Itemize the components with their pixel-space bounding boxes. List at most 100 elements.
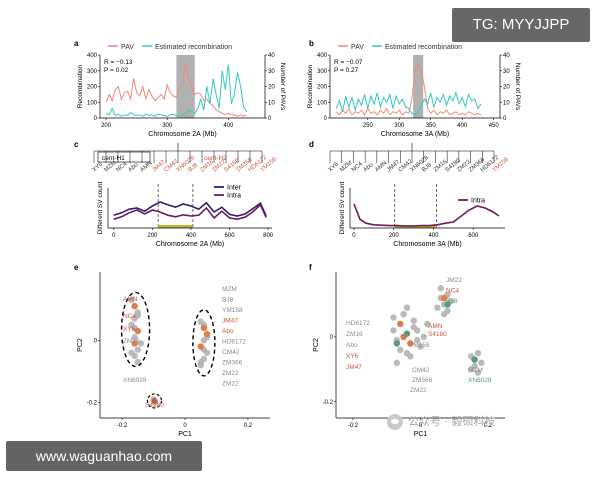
y-axis-title: Different SV count: [97, 181, 104, 234]
series-line-intra: [353, 203, 500, 227]
data-point-highlight: [393, 340, 401, 347]
point-label: BJ8: [446, 298, 458, 305]
x-tick-label: 350: [426, 123, 437, 129]
point-label: ZM22: [222, 381, 239, 388]
point-label: ZM16: [346, 331, 363, 338]
data-point: [413, 327, 421, 334]
data-point: [417, 343, 424, 350]
legend-label-intra: Intra: [227, 193, 241, 200]
stat-p: P = 0.02: [104, 67, 129, 74]
y-tick-label: 300: [87, 69, 98, 75]
x-tick-label: 450: [489, 123, 500, 129]
y-tick-label: 200: [87, 85, 98, 91]
point-label: CM42: [412, 367, 430, 374]
x-axis-title: PC1: [178, 431, 192, 438]
x-tick-label: 300: [394, 123, 405, 129]
panel-b-label: b: [309, 39, 314, 48]
x-axis-title: Chromosome 2A (Mb): [156, 241, 224, 248]
data-point: [197, 358, 204, 366]
point-label: ZM366: [222, 360, 243, 367]
y2-tick-label: 10: [268, 100, 275, 106]
y-axis-title: Recombination: [77, 64, 84, 108]
panel-e-label: e: [74, 263, 79, 272]
y-tick-label: 400: [317, 53, 328, 59]
y-tick-label: 400: [87, 53, 98, 59]
tree-leaf-label: MZM: [339, 160, 353, 173]
y-tick-label: 100: [87, 100, 98, 106]
y-tick-label: 200: [317, 85, 328, 91]
point-label: Abo: [346, 342, 358, 349]
data-point-highlight: [471, 356, 478, 363]
x-axis-title: Chromosome 2A (Mb): [148, 131, 216, 138]
cent-h1-label: cent-H1: [102, 155, 125, 162]
y2-axis-title: Number of PAVs: [279, 63, 286, 111]
legend-label-recombination: Estimated recombination: [385, 44, 462, 51]
point-label: MZM: [222, 286, 237, 293]
series-line-pav: [335, 63, 482, 116]
data-point: [134, 358, 141, 366]
x-axis-title: PC1: [414, 431, 428, 438]
data-point: [444, 307, 451, 315]
y2-tick-label: 20: [268, 85, 275, 91]
y-tick-label: -0.2: [87, 400, 98, 406]
tree-leaf-label: XY6: [327, 161, 340, 173]
x-tick-label: 200: [101, 123, 112, 129]
x-tick-label: 0: [352, 233, 356, 239]
y-tick-label: 0: [324, 116, 328, 122]
tree-leaf-label: XY6: [91, 161, 104, 173]
y2-tick-label: 10: [503, 100, 510, 106]
cent-h1-box: [97, 151, 151, 163]
x-tick-label: 400: [186, 233, 197, 239]
centromere-region: [176, 55, 195, 118]
data-point-highlight: [397, 320, 404, 328]
data-point-highlight: [200, 324, 208, 332]
point-label: HD6172: [346, 320, 370, 327]
tree-leaf-label: NC4: [351, 161, 365, 174]
data-point-highlight: [131, 340, 138, 347]
y-axis-title: PC2: [313, 338, 320, 352]
data-point: [420, 333, 428, 341]
data-point: [137, 340, 145, 347]
data-point: [128, 296, 135, 304]
x-tick-label: 250: [363, 123, 374, 129]
point-label: YM158: [409, 342, 430, 349]
data-point: [410, 317, 417, 324]
cent-h2-label: cent-H2: [204, 155, 227, 162]
data-point-highlight: [134, 327, 141, 335]
x-tick-label: 0.2: [244, 423, 253, 429]
stat-r: R = −0.13: [104, 59, 133, 66]
cluster-ellipse-bottom: [146, 393, 163, 409]
panel-c-label: c: [74, 140, 79, 149]
centromere-region: [413, 55, 424, 118]
y-axis-title: Recombination: [307, 64, 314, 108]
point-label: XY6: [123, 326, 136, 333]
tree-leaf-label: BJ8: [187, 162, 199, 174]
watermark-telegram: TG: MYYJJPP: [452, 8, 590, 42]
data-point-highlight: [131, 302, 138, 310]
watermark-wechat: 公众号 · 毅硕科技: [387, 412, 496, 432]
y-tick-label: -0.2: [323, 400, 334, 406]
y2-axis-title: Number of PAVs: [514, 63, 521, 111]
data-point: [393, 359, 401, 367]
data-point: [424, 320, 431, 328]
tree-leaf-label: BJ8: [421, 162, 433, 174]
point-label: AMN: [428, 323, 443, 330]
point-label: JM22: [446, 277, 462, 284]
point-label: HD6172: [222, 339, 246, 346]
series-line-pav: [105, 62, 247, 117]
y-tick-label: 0: [94, 116, 98, 122]
data-point: [474, 349, 482, 357]
tree-leaf-label: AMN: [139, 160, 153, 173]
panel-d-label: d: [309, 140, 314, 149]
wechat-icon: [387, 414, 403, 430]
data-point: [468, 366, 475, 373]
data-point-highlight: [403, 330, 411, 337]
point-label: JM47: [222, 318, 238, 325]
y2-tick-label: 0: [503, 116, 507, 122]
tree-leaf-label: Abo: [127, 162, 140, 174]
stat-p: P = 0.27: [334, 67, 359, 74]
legend-label-inter: Inter: [227, 185, 242, 192]
point-label: ZM22: [410, 387, 427, 394]
x-tick-label: 400: [457, 123, 468, 129]
series-line-recombination: [105, 64, 248, 117]
